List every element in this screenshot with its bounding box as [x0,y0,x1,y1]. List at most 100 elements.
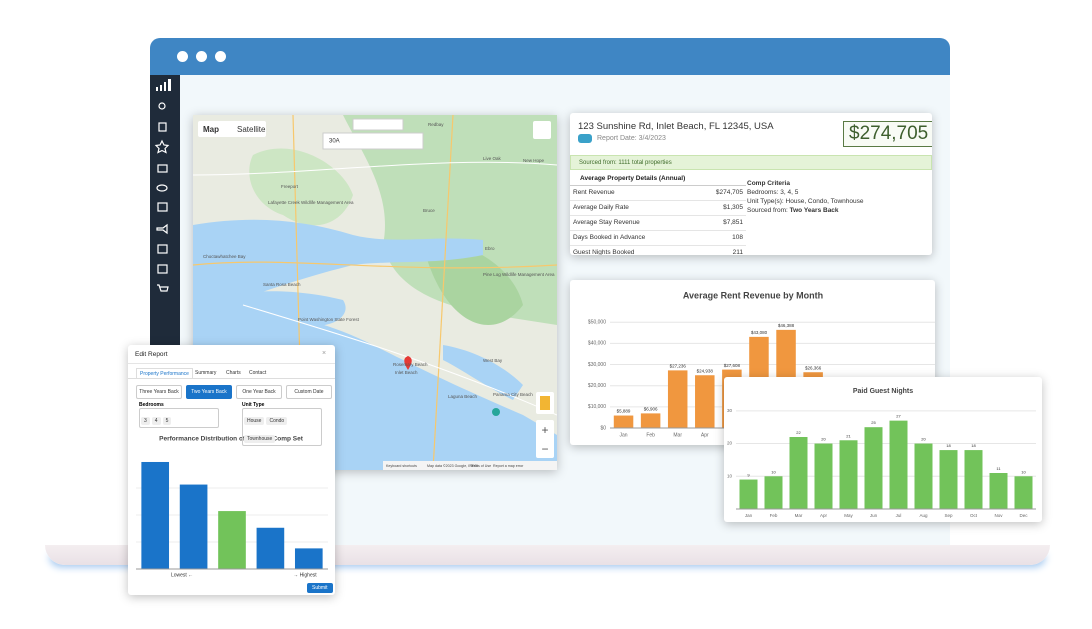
data-label: 20 [921,437,926,442]
report-date: Report Date: 3/4/2023 [597,135,666,142]
zoom-in[interactable]: + [541,423,548,437]
map-place: Lafayette Creek Wildlife Management Area [268,200,354,205]
price: $274,705 [843,121,932,147]
bar [739,479,758,509]
criteria-line: Sourced from: Two Years Back [747,206,863,215]
property-card: 123 Sunshine Rd, Inlet Beach, FL 12345, … [570,113,932,255]
bar [218,511,246,569]
data-label: $27,608 [724,363,741,368]
data-label: $6,906 [644,407,658,412]
row-value: $7,851 [723,219,743,226]
bar [939,450,958,509]
map-type-button[interactable]: Satellite [237,125,266,134]
title-bar [150,38,950,75]
tab[interactable]: Summary [195,370,217,376]
row-value: 211 [732,249,743,255]
window-dot [196,51,207,62]
tab[interactable]: Contact [249,370,267,376]
row-label: Average Stay Revenue [573,219,640,226]
criteria-line: Bedrooms: 3, 4, 5 [747,189,799,196]
map-search[interactable]: 30A [329,139,340,145]
tag: 5 [162,417,172,425]
bar [789,437,808,509]
data-label: $24,938 [697,368,714,373]
map-place: Choctawhatchee Bay [203,254,246,259]
bar [695,375,715,428]
y-tick-label: $30,000 [588,362,606,368]
logo [578,134,592,143]
map-place: Santa Rosa Beach [263,282,301,287]
tab[interactable]: Charts [226,370,241,376]
map-footer: Map data ©2023 Google, INEGI [427,464,478,468]
map-footer[interactable]: Report a map error [493,464,524,468]
map-place: Freeport [281,184,299,189]
x-tick-label: Jan [620,432,628,438]
x-tick-label: May [844,513,853,518]
chart-title: Performance Distribution of Chosen Comp … [159,436,304,443]
data-label: $46,388 [778,323,795,328]
x-tick-label: Apr [820,513,828,518]
panel-title: Edit Report [135,351,168,358]
period-button[interactable]: Custom Date [286,385,332,399]
window-dot [215,51,226,62]
y-tick-label: $10,000 [588,404,606,410]
x-tick-label: Sep [944,513,953,518]
row-value: 108 [732,234,743,241]
map-place: Panama City Beach [493,392,533,397]
bar [141,461,170,569]
y-tick-label: 20 [727,441,733,446]
x-tick-label: Apr [701,432,709,438]
close[interactable]: × [322,350,327,357]
map-place: Bruce [423,208,435,213]
table-title: Average Property Details (Annual) [570,173,746,186]
data-label: 18 [946,443,951,448]
sourced-banner: Sourced from: 1111 total properties [570,155,932,170]
data-label: 18 [971,443,976,448]
bar [989,473,1008,509]
y-tick-label: $50,000 [588,320,606,326]
x-tick-label: Mar [795,513,803,518]
period-button[interactable]: One Year Back [236,385,282,399]
submit-button[interactable]: Submit [307,583,333,593]
map-pin[interactable] [404,356,412,370]
nights-chart: Paid Guest Nights 10 20 30 9 Jan 10 Feb 22 Mar 20 A… [727,388,1036,518]
data-label: 10 [771,469,776,474]
x-tick-label: Jun [870,513,878,518]
x-tick-label: Mar [673,432,682,438]
address: 123 Sunshine Rd, Inlet Beach, FL 12345, … [578,121,774,132]
x-tick-label: Feb [770,513,778,518]
criteria-source-label: Sourced from: [747,207,788,214]
bar [839,440,858,509]
bar [256,527,285,569]
x-tick-label: Oct [970,513,978,518]
map-footer: Keyboard shortcuts [386,464,417,468]
data-label: $43,080 [751,330,768,335]
map-type-button[interactable]: Map [203,125,219,134]
data-label: 11 [996,466,1001,471]
tab[interactable]: Property Performance [136,368,193,379]
x-tick-label: Feb [646,432,655,438]
map-place: Point Washington State Forest [298,317,360,322]
bar [667,370,688,428]
table-row: Average Daily Rate $1,305 [570,201,746,216]
details-table: Average Property Details (Annual) Rent R… [570,173,746,255]
field-label: Bedrooms [139,402,164,408]
map-place: Pine Log Wildlife Management Area [483,272,555,277]
row-value: $274,705 [715,189,743,196]
edit-report: Edit Report × Performance Distribution o… [128,345,335,595]
data-label: $5,889 [617,409,631,414]
bar [764,476,783,509]
sidebar-icons [154,79,171,292]
unit-select[interactable]: House Condo Townhouse [242,408,322,446]
data-label: $27,236 [670,364,687,369]
data-label: 21 [846,433,851,438]
map-place: West Bay [483,358,503,363]
criteria-line: Unit Type(s): House, Condo, Townhouse [747,198,864,205]
period-button[interactable]: Three Years Back [136,385,182,399]
criteria-title: Comp Criteria [747,180,790,187]
tag: House [244,417,265,425]
zoom-out[interactable]: − [541,442,548,456]
period-button[interactable]: Two Years Back [186,385,232,399]
bar [914,443,933,509]
